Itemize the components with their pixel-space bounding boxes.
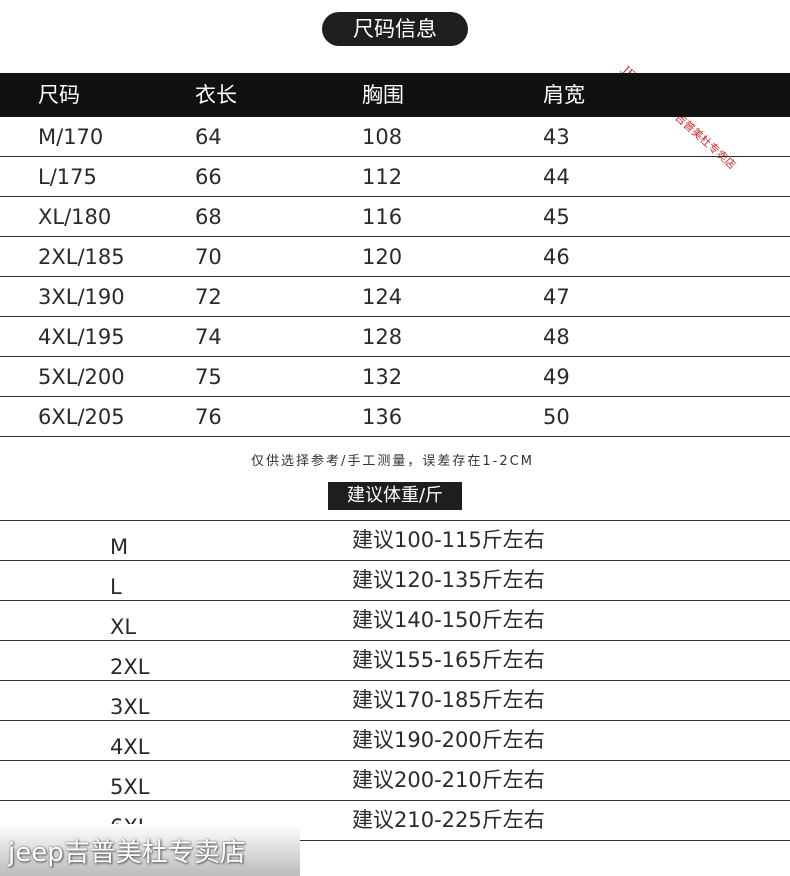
weight-cell: 建议155-165斤左右 — [352, 648, 545, 672]
weight-cell: 建议200-210斤左右 — [352, 768, 545, 792]
table-cell: 116 — [362, 205, 403, 229]
table-cell: 76 — [195, 405, 222, 429]
table-cell: 66 — [195, 165, 222, 189]
weight-cell: 建议120-135斤左右 — [352, 568, 545, 592]
table-cell: 4XL/195 — [38, 325, 125, 349]
size-cell: 3XL — [110, 695, 150, 719]
row-divider — [300, 840, 790, 841]
row-divider — [0, 720, 790, 721]
table-cell: M/170 — [38, 125, 104, 149]
table-cell: 120 — [362, 245, 403, 269]
column-header: 肩宽 — [543, 83, 585, 107]
size-cell: XL — [110, 615, 137, 639]
row-divider — [0, 800, 790, 801]
table-header-bar — [0, 73, 790, 117]
table-cell: 46 — [543, 245, 570, 269]
table-cell: 2XL/185 — [38, 245, 125, 269]
table-cell: 5XL/200 — [38, 365, 125, 389]
row-divider — [0, 356, 790, 357]
weight-cell: 建议190-200斤左右 — [352, 728, 545, 752]
row-divider — [0, 276, 790, 277]
table-cell: 45 — [543, 205, 570, 229]
weight-cell: 建议100-115斤左右 — [352, 528, 545, 552]
table-cell: XL/180 — [38, 205, 112, 229]
weight-cell: 建议210-225斤左右 — [352, 808, 545, 832]
table-cell: 112 — [362, 165, 403, 189]
footer-shade — [0, 824, 300, 876]
row-divider — [0, 196, 790, 197]
table-cell: 47 — [543, 285, 570, 309]
row-divider — [0, 236, 790, 237]
row-divider — [0, 156, 790, 157]
table-cell: 44 — [543, 165, 570, 189]
weight-cell: 建议140-150斤左右 — [352, 608, 545, 632]
column-header: 衣长 — [195, 83, 237, 107]
row-divider — [0, 396, 790, 397]
table-cell: 74 — [195, 325, 222, 349]
table-cell: 124 — [362, 285, 403, 309]
note: 仅供选择参考/手工测量，误差存在1-2CM — [251, 454, 534, 469]
row-divider — [0, 436, 790, 437]
table-cell: 136 — [362, 405, 403, 429]
row-divider — [0, 760, 790, 761]
column-header: 胸围 — [362, 83, 404, 107]
row-divider — [0, 680, 790, 681]
table-cell: 50 — [543, 405, 570, 429]
row-divider — [0, 560, 790, 561]
table-cell: 43 — [543, 125, 570, 149]
weight-cell: 建议170-185斤左右 — [352, 688, 545, 712]
table-cell: 75 — [195, 365, 222, 389]
section-title: 尺码信息 — [322, 12, 468, 46]
column-header: 尺码 — [38, 83, 80, 107]
row-divider — [0, 600, 790, 601]
table-cell: 72 — [195, 285, 222, 309]
table-cell: 3XL/190 — [38, 285, 125, 309]
table-cell: 108 — [362, 125, 403, 149]
size-cell: 4XL — [110, 735, 150, 759]
table-cell: L/175 — [38, 165, 97, 189]
table-cell: 70 — [195, 245, 222, 269]
table-cell: 49 — [543, 365, 570, 389]
table-cell: 64 — [195, 125, 222, 149]
table-cell: 128 — [362, 325, 403, 349]
weight-title: 建议体重/斤 — [328, 482, 462, 510]
row-divider — [0, 316, 790, 317]
size-cell: 2XL — [110, 655, 150, 679]
size-cell: L — [110, 575, 122, 599]
table-cell: 68 — [195, 205, 222, 229]
table-cell: 132 — [362, 365, 403, 389]
footer-watermark: jeep吉普美杜专卖店 — [8, 838, 246, 868]
table-cell: 48 — [543, 325, 570, 349]
row-divider — [0, 640, 790, 641]
size-cell: M — [110, 535, 129, 559]
table-cell: 6XL/205 — [38, 405, 125, 429]
size-cell: 5XL — [110, 775, 150, 799]
row-divider — [0, 520, 790, 521]
